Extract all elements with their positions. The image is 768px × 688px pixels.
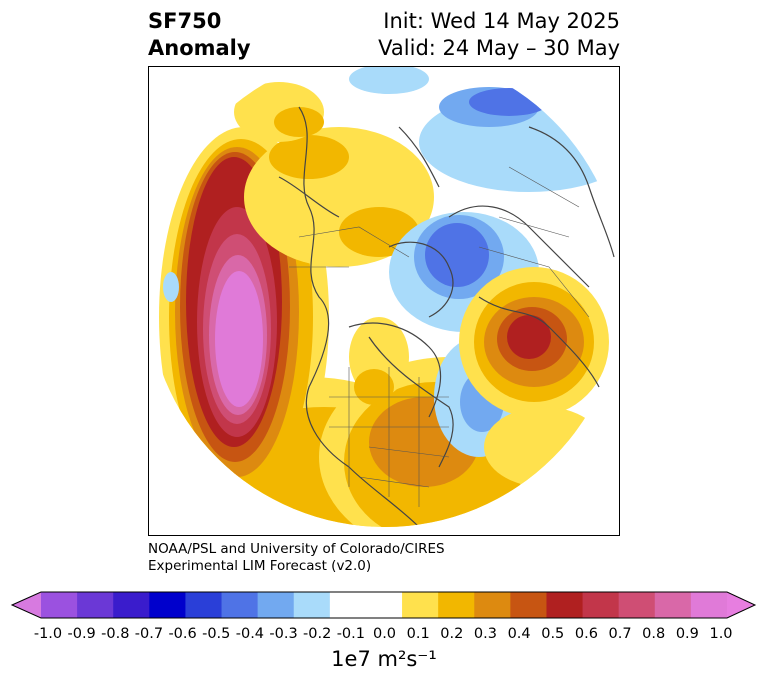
init-date: Init: Wed 14 May 2025 [383,9,620,33]
colorbar-units: 1e7 m²s⁻¹ [331,647,437,671]
credit: NOAA/PSL and University of Colorado/CIRE… [148,541,445,575]
colorbar-cell [185,592,223,618]
colorbar-ticks: -1.0 -0.9 -0.8 -0.7 -0.6 -0.5 -0.4 -0.3 -0.2 -0.1… [0,626,768,646]
colorbar-cells [41,592,728,618]
valid-range: Valid: 24 May – 30 May [378,36,620,60]
colorbar-cell [329,592,367,618]
colorbar-cell [690,592,728,618]
colorbar-tick-label: -0.1 [336,626,365,642]
colorbar-tick-label: -0.9 [67,626,96,642]
colorbar-cell [654,592,692,618]
map-title: SF750 Anomaly [148,8,251,62]
colorbar-cell [257,592,295,618]
colorbar-tick-label: -0.3 [269,626,298,642]
credit-line-2: Experimental LIM Forecast (v2.0) [148,558,372,574]
colorbar-outline [10,591,757,619]
colorbar-tick-label: -0.6 [168,626,197,642]
colorbar-tick-label: 0.0 [372,626,397,642]
colorbar-cell [474,592,511,618]
title-field: Anomaly [148,36,251,60]
country-borders [289,166,590,507]
colorbar-cell [113,592,150,618]
north-canada-positive [234,82,434,267]
colorbar-tick-label: 0.7 [608,626,632,642]
colorbar-tick-label: -0.8 [101,626,130,642]
colorbar-tick-label: 0.2 [440,626,464,642]
colorbar-tick-label: 1.0 [709,626,733,642]
colorbar-tick-label: -0.5 [202,626,231,642]
colorbar-tick-label: 0.5 [541,626,565,642]
colorbar-tick-label: 0.6 [574,626,598,642]
credit-line-1: NOAA/PSL and University of Colorado/CIRE… [148,541,445,557]
colorbar-cell [402,592,439,618]
colorbar-cell [77,592,114,618]
colorbar-under-arrow [12,592,41,618]
title-variable: SF750 [148,9,222,33]
colorbar-tick-label: 0.9 [675,626,699,642]
colorbar-cell [365,592,403,618]
anomaly-map [149,67,619,527]
colorbar-cell [293,592,331,618]
colorbar-tick-label: -1.0 [33,626,63,642]
colorbar-cell [221,592,259,618]
colorbar-tick-label: 0.4 [507,626,531,642]
colorbar-tick-label: -0.7 [134,626,164,642]
colorbar-cell [618,592,656,618]
colorbar-tick-label: 0.8 [642,626,666,642]
colorbar-cell [510,592,547,618]
colorbar-tick-label: 0.1 [406,626,430,642]
map-panel [148,66,620,536]
colorbar-tick-label: 0.3 [473,626,497,642]
colorbar [10,591,757,619]
colorbar-cell [438,592,475,618]
forecast-dates: Init: Wed 14 May 2025 Valid: 24 May – 30… [378,8,620,62]
colorbar-cell [546,592,584,618]
colorbar-cell [582,592,620,618]
colorbar-tick-label: -0.2 [303,626,332,642]
colorbar-over-arrow [727,592,755,618]
coastlines [278,96,615,527]
colorbar-tick-label: -0.4 [235,626,265,642]
colorbar-cell [41,592,78,618]
colorbar-cell [149,592,186,618]
